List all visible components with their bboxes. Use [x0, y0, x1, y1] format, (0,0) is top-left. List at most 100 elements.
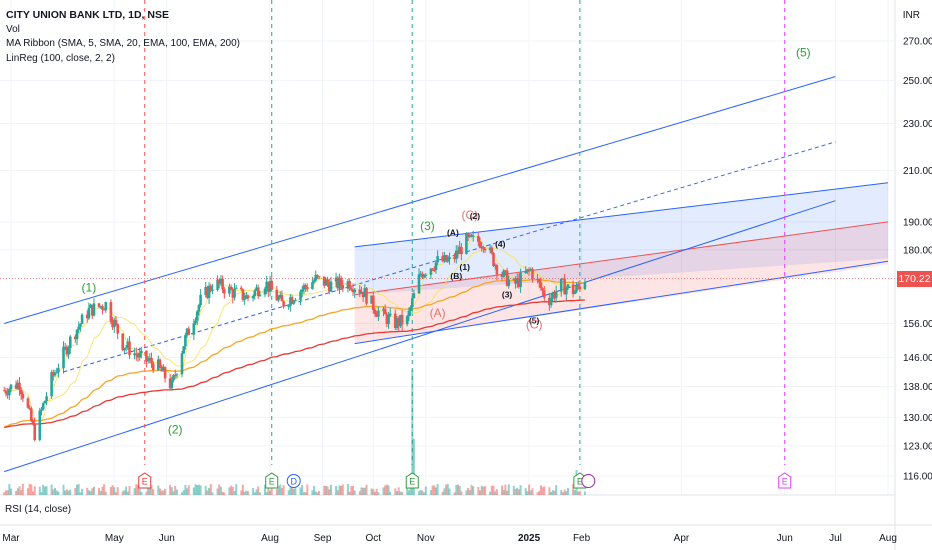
ma-ribbon-indicator-label[interactable]: MA Ribbon (SMA, 5, SMA, 20, EMA, 100, EM… — [6, 38, 240, 49]
candle-body — [559, 278, 563, 292]
candle — [455, 245, 458, 264]
candle-body — [436, 256, 439, 263]
candle — [26, 396, 30, 409]
candle-body — [194, 320, 197, 324]
volume-bar — [45, 486, 48, 495]
candle — [133, 347, 136, 360]
candle-body — [162, 367, 165, 372]
volume-bar — [397, 487, 400, 495]
volume-bar — [479, 490, 481, 495]
candle — [502, 269, 505, 278]
volume-bar — [363, 487, 366, 495]
wave-label: (C) — [526, 317, 543, 331]
volume-bar — [424, 486, 427, 495]
candle — [77, 321, 80, 334]
candle-body — [429, 268, 433, 275]
candle — [87, 302, 91, 320]
candle-body — [69, 336, 72, 349]
candle-body — [353, 289, 356, 293]
wave-label: (4) — [495, 239, 506, 249]
volume-bar — [506, 490, 509, 495]
channel-lower-line — [4, 200, 836, 473]
candle — [563, 273, 566, 295]
volume-bar — [429, 490, 432, 495]
x-axis-tick-label: May — [105, 533, 124, 544]
volume-bar — [123, 490, 126, 495]
volume-bar — [482, 486, 485, 495]
candle — [399, 314, 402, 329]
volume-bar — [206, 490, 209, 495]
volume-bar — [362, 487, 365, 495]
candle-body — [363, 288, 367, 298]
volume-bar — [348, 491, 351, 495]
candle — [9, 384, 13, 393]
volume-bar — [67, 490, 70, 495]
candle — [99, 305, 102, 309]
candle — [480, 241, 483, 252]
candle — [519, 268, 522, 293]
candle — [465, 232, 468, 255]
candle — [278, 291, 282, 299]
candle-body — [314, 274, 317, 281]
volume-bar — [104, 491, 107, 495]
chart-legend: CITY UNION BANK LTD, 1D, NSE Vol MA Ribb… — [6, 8, 240, 66]
volume-bar — [494, 491, 497, 495]
candle-body — [2, 390, 6, 392]
volume-bar — [43, 486, 46, 495]
candle — [33, 417, 36, 442]
candle-body — [145, 350, 148, 362]
candle — [504, 269, 507, 276]
candle — [101, 304, 104, 315]
y-axis-tick-label: 230.00 — [903, 119, 932, 130]
rsi-indicator-label[interactable]: RSI (14, close) — [5, 504, 72, 515]
symbol-title[interactable]: CITY UNION BANK LTD, 1D, NSE — [6, 9, 169, 21]
candle — [397, 316, 400, 332]
candle — [92, 298, 96, 317]
volume-bar — [292, 488, 295, 495]
candle — [45, 392, 48, 405]
volume-bar — [140, 491, 143, 495]
candle-body — [507, 279, 511, 286]
candle — [14, 380, 18, 390]
volume-bar — [377, 492, 380, 495]
candle-body — [185, 328, 189, 336]
candle — [477, 232, 480, 246]
candle — [104, 301, 108, 313]
candle-body — [573, 291, 577, 294]
earnings-icon — [778, 472, 792, 489]
candlesticks — [2, 230, 587, 442]
ma-line-ema-100 — [3, 279, 585, 428]
volume-indicator-label[interactable]: Vol — [6, 23, 20, 35]
volume-bar — [10, 488, 12, 495]
volume-bar — [516, 487, 519, 495]
candle — [135, 347, 138, 361]
volume-bar — [162, 490, 165, 495]
candle-body — [158, 359, 162, 367]
candle — [267, 281, 270, 297]
candle-body — [151, 363, 155, 371]
volume-bar — [406, 485, 409, 495]
y-axis-tick-label: 138.00 — [903, 382, 932, 393]
candle-body — [4, 390, 8, 394]
candle-body — [246, 295, 250, 299]
volume-bar — [302, 492, 305, 495]
volume-bar — [340, 486, 343, 495]
candle — [431, 268, 434, 271]
candle-body — [324, 279, 328, 286]
linreg-indicator-label[interactable]: LinReg (100, close, 2, 2) — [6, 52, 115, 64]
event-marker: E — [778, 472, 792, 489]
candle-body — [372, 295, 375, 310]
candle — [253, 289, 257, 300]
candle-body — [351, 289, 355, 293]
candle-body — [488, 247, 492, 251]
candle-body — [565, 288, 568, 295]
volume-bar — [209, 483, 212, 495]
candle — [136, 352, 140, 362]
candle — [97, 303, 101, 309]
volume-bar — [233, 490, 236, 495]
volume-bar — [504, 484, 507, 495]
currency-label[interactable]: INR — [902, 10, 920, 21]
candle-body — [192, 323, 196, 335]
candle-body — [87, 307, 91, 319]
